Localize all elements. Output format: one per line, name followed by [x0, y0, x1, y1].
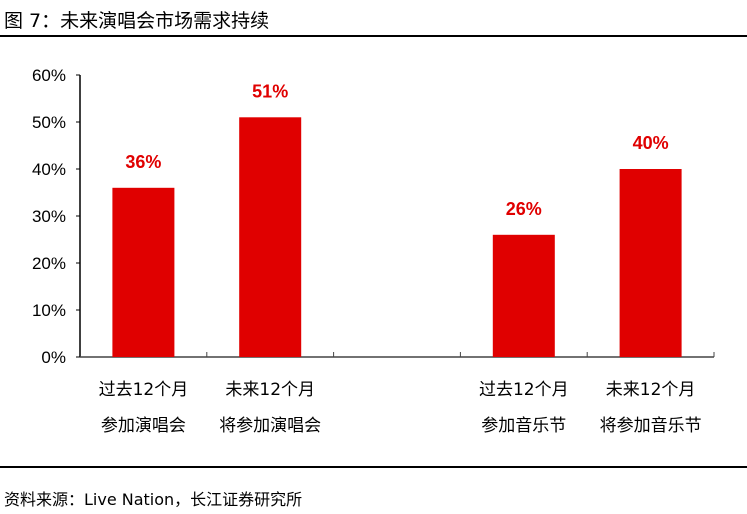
y-tick-label: 50%: [32, 113, 66, 132]
source-note: 资料来源：Live Nation，长江证券研究所: [4, 490, 303, 509]
y-tick-label: 20%: [32, 254, 66, 273]
bar: [492, 234, 555, 357]
figure-title: 图 7：未来演唱会市场需求持续: [4, 10, 270, 32]
y-tick-label: 60%: [32, 66, 66, 85]
bar-chart: 0%10%20%30%40%50%60%36%过去12个月参加演唱会51%未来1…: [32, 66, 715, 436]
x-category-label: 将参加音乐节: [600, 416, 702, 436]
data-label: 36%: [125, 152, 161, 172]
x-category-label: 过去12个月: [479, 380, 569, 400]
x-category-label: 未来12个月: [606, 380, 696, 400]
bottom-rule: [0, 466, 747, 468]
y-tick-label: 30%: [32, 207, 66, 226]
bar: [619, 169, 682, 357]
x-category-label: 参加演唱会: [101, 416, 186, 436]
x-category-label: 未来12个月: [225, 380, 315, 400]
x-category-label: 参加音乐节: [481, 416, 566, 436]
x-category-label: 将参加演唱会: [219, 416, 321, 436]
data-label: 26%: [506, 199, 542, 219]
y-tick-label: 10%: [32, 301, 66, 320]
data-label: 51%: [252, 81, 288, 101]
data-label: 40%: [633, 133, 669, 153]
bar: [112, 187, 175, 357]
top-rule: [0, 35, 747, 37]
bar: [239, 117, 302, 357]
y-tick-label: 0%: [41, 348, 66, 367]
y-tick-label: 40%: [32, 160, 66, 179]
x-category-label: 过去12个月: [99, 380, 189, 400]
